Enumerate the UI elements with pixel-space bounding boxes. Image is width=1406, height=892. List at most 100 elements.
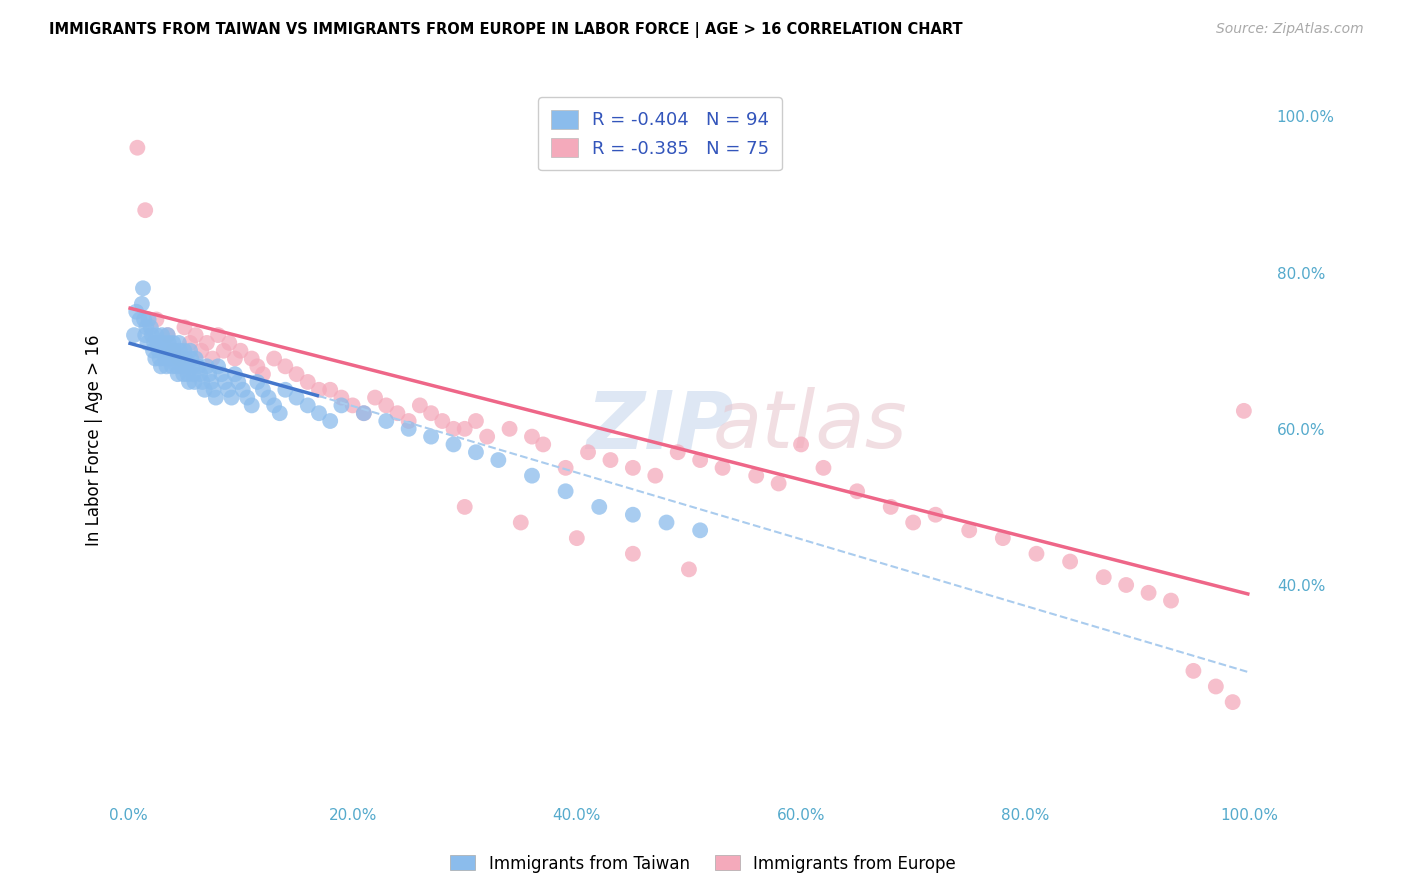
Point <box>269 406 291 420</box>
Point <box>1205 680 1227 694</box>
Point <box>520 468 543 483</box>
Point <box>621 508 644 522</box>
Point <box>143 351 166 366</box>
Point <box>257 391 280 405</box>
Point <box>1182 664 1205 678</box>
Point <box>167 351 190 366</box>
Point <box>252 367 274 381</box>
Point <box>308 406 330 420</box>
Point <box>498 422 520 436</box>
Point <box>162 335 184 350</box>
Point <box>398 422 420 436</box>
Point <box>170 351 193 366</box>
Point <box>134 203 156 218</box>
Point <box>297 375 319 389</box>
Point <box>146 335 169 350</box>
Point <box>263 398 285 412</box>
Point <box>1233 404 1256 418</box>
Point <box>169 343 191 358</box>
Point <box>240 351 263 366</box>
Point <box>342 398 364 412</box>
Point <box>165 351 187 366</box>
Point <box>621 461 644 475</box>
Point <box>155 351 177 366</box>
Point <box>621 547 644 561</box>
Point <box>1137 586 1160 600</box>
Point <box>240 398 263 412</box>
Point <box>901 516 924 530</box>
Point <box>285 391 308 405</box>
Point <box>195 359 218 374</box>
Point <box>1160 593 1182 607</box>
Point <box>486 453 509 467</box>
Point <box>745 468 768 483</box>
Point <box>132 312 155 326</box>
Point <box>176 359 198 374</box>
Point <box>1222 695 1244 709</box>
Point <box>188 367 211 381</box>
Point <box>1059 555 1081 569</box>
Point <box>218 335 240 350</box>
Point <box>274 359 297 374</box>
Point <box>205 391 228 405</box>
Point <box>207 328 229 343</box>
Point <box>465 414 488 428</box>
Point <box>134 328 156 343</box>
Point <box>135 320 157 334</box>
Point <box>666 445 689 459</box>
Point <box>200 375 222 389</box>
Point <box>152 335 174 350</box>
Point <box>420 429 443 443</box>
Point <box>409 398 432 412</box>
Point <box>173 343 195 358</box>
Point <box>149 359 172 374</box>
Text: atlas: atlas <box>713 387 907 465</box>
Text: ZIP: ZIP <box>586 387 734 465</box>
Point <box>191 375 214 389</box>
Point <box>142 343 165 358</box>
Point <box>217 383 239 397</box>
Point <box>520 429 543 443</box>
Point <box>229 343 252 358</box>
Point <box>246 375 269 389</box>
Point <box>330 391 353 405</box>
Point <box>224 367 246 381</box>
Point <box>991 531 1014 545</box>
Point <box>172 359 194 374</box>
Point <box>166 367 188 381</box>
Point <box>127 141 149 155</box>
Point <box>145 328 167 343</box>
Point <box>475 429 498 443</box>
Point <box>375 414 398 428</box>
Point <box>443 437 465 451</box>
Point <box>221 391 243 405</box>
Point <box>846 484 869 499</box>
Point <box>149 351 172 366</box>
Point <box>179 335 201 350</box>
Point <box>136 335 159 350</box>
Point <box>160 359 183 374</box>
Point <box>297 398 319 412</box>
Point <box>252 383 274 397</box>
Point <box>531 437 554 451</box>
Point <box>443 422 465 436</box>
Point <box>576 445 599 459</box>
Text: Source: ZipAtlas.com: Source: ZipAtlas.com <box>1216 22 1364 37</box>
Point <box>143 335 166 350</box>
Point <box>122 328 145 343</box>
Point <box>181 359 204 374</box>
Point <box>201 351 224 366</box>
Point <box>211 367 233 381</box>
Point <box>1115 578 1137 592</box>
Point <box>141 328 163 343</box>
Point <box>190 343 212 358</box>
Point <box>880 500 903 514</box>
Point <box>599 453 621 467</box>
Point <box>1092 570 1115 584</box>
Point <box>156 328 179 343</box>
Point <box>183 367 205 381</box>
Point <box>179 343 201 358</box>
Point <box>398 414 420 428</box>
Point <box>157 335 180 350</box>
Point <box>588 500 610 514</box>
